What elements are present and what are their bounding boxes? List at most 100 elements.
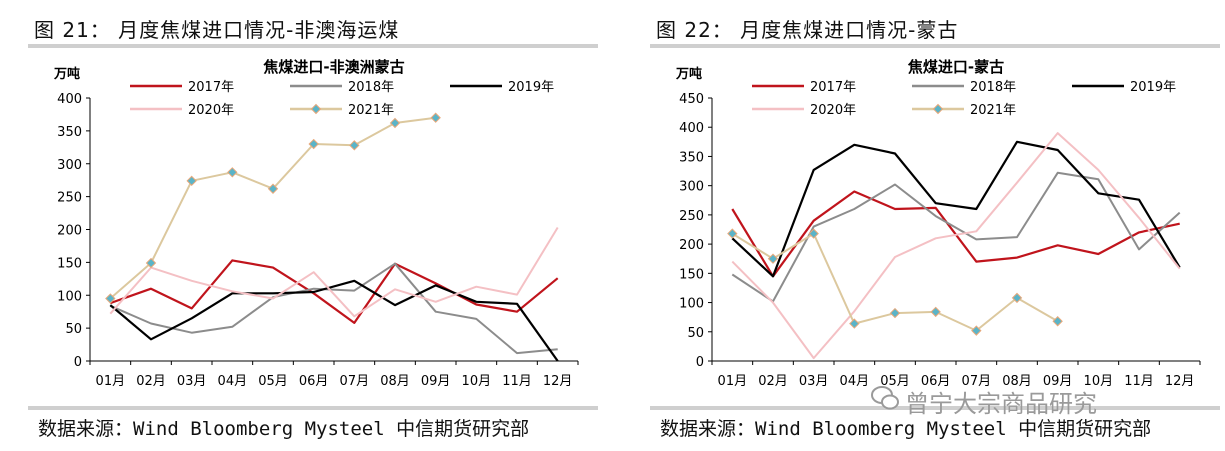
chart-title: 焦煤进口-蒙古 [907,58,1004,76]
legend-label: 2018年 [348,80,394,95]
data-point-2021 [727,228,738,239]
legend-label: 2019年 [508,80,554,95]
series-2019 [109,279,559,362]
legend-label: 2021年 [970,103,1016,118]
series-2017 [109,259,559,324]
x-tick-label: 05月 [258,374,288,389]
x-tick-label: 12月 [543,374,573,389]
data-point-2021 [808,228,819,239]
legend-item-2019: 2019年 [450,80,554,95]
series-2021 [727,228,1063,336]
data-point-2021 [1052,316,1063,327]
legend-item-2021: 2021年 [912,103,1016,118]
x-tick-label: 02月 [136,374,166,389]
x-tick-label: 10月 [462,374,492,389]
y-tick-label: 150 [57,256,82,271]
legend-marker [310,103,322,115]
x-tick-label: 05月 [880,374,910,389]
legend-label: 2021年 [348,103,394,118]
x-tick-label: 12月 [1165,374,1195,389]
figure-title: 图 21： 月度焦煤进口情况-非澳海运煤 [34,18,400,42]
legend-item-2019: 2019年 [1072,80,1176,95]
figure-title: 图 22： 月度焦煤进口情况-蒙古 [656,18,959,42]
data-point-2021 [1011,292,1023,304]
y-tick-label: 250 [57,191,82,206]
data-point-2021 [767,253,779,264]
chart-panel-left: 图 21： 月度焦煤进口情况-非澳海运煤 焦煤进口-非澳洲蒙古 万吨 0 50 100 1… [8,0,598,451]
series-2020 [109,226,559,318]
y-tick-label: 450 [679,92,704,107]
data-source: 数据来源：Wind Bloomberg Mysteel 中信期货研究部 [38,418,530,440]
legend-label: 2018年 [970,80,1016,95]
legend-marker [932,103,944,115]
data-point-2021 [849,318,860,329]
data-point-2021 [430,112,441,123]
data-point-2021 [349,140,360,151]
line-chart-mongolia: 焦煤进口-蒙古 万吨 0 50 100 150 200 250 300 350 400 450 01月 0… [675,58,1201,389]
x-tick-label: 09月 [1043,374,1073,389]
legend-label: 2020年 [188,103,234,118]
y-tick-label: 50 [65,322,82,337]
x-tick-label: 08月 [380,374,410,389]
series-line-2020 [731,132,1181,360]
series-2018 [109,262,558,355]
x-tick-label: 04月 [840,374,870,389]
data-point-2021 [308,138,319,150]
y-tick-label: 200 [57,224,82,239]
y-tick-label: 200 [679,238,704,253]
y-tick-label: 350 [679,150,704,165]
y-tick-label: 250 [679,209,704,224]
legend-label: 2017年 [188,80,234,95]
series-2021 [105,112,441,304]
y-tick-label: 400 [679,121,704,136]
legend-item-2021: 2021年 [290,103,394,118]
y-tick-label: 0 [74,355,82,370]
series-line-2017 [109,259,559,324]
legend-label: 2020年 [810,103,856,118]
data-source: 数据来源：Wind Bloomberg Mysteel 中信期货研究部 [660,418,1152,440]
y-tick-label: 350 [57,125,82,140]
data-point-2021 [267,183,279,194]
series-2020 [731,132,1181,360]
y-axis-unit: 万吨 [675,66,702,82]
x-tick-label: 11月 [502,374,532,389]
x-tick-label: 07月 [962,374,992,389]
top-divider [650,44,1220,48]
data-point-2021 [227,167,238,178]
legend-item-2018: 2018年 [912,80,1016,95]
top-divider [28,44,598,48]
series-2019 [731,140,1181,278]
legend-item-2018: 2018年 [290,80,394,95]
x-tick-label: 01月 [96,374,126,389]
legend-label: 2019年 [1130,80,1176,95]
bottom-divider [650,406,1220,410]
series-2018 [731,171,1181,303]
data-point-2021 [186,175,197,187]
y-tick-label: 100 [679,297,704,312]
x-tick-label: 07月 [340,374,370,389]
y-tick-label: 150 [679,267,704,282]
data-point-2021 [930,306,941,318]
x-tick-label: 02月 [758,374,788,389]
x-tick-label: 10月 [1084,374,1114,389]
y-tick-label: 50 [687,326,704,341]
legend-item-2020: 2020年 [130,103,234,118]
legend-item-2017: 2017年 [130,80,234,95]
x-tick-label: 11月 [1124,374,1154,389]
x-tick-label: 04月 [218,374,248,389]
wechat-icon [871,386,899,410]
data-point-2021 [389,117,401,129]
bottom-divider [28,406,598,410]
series-line-2018 [109,262,558,355]
data-point-2021 [145,257,157,269]
x-tick-label: 08月 [1002,374,1032,389]
series-line-2019 [109,279,559,362]
y-tick-label: 0 [696,355,704,370]
y-tick-label: 300 [57,158,82,173]
data-point-2021 [105,293,116,304]
legend-label: 2017年 [810,80,856,95]
chart-panel-right: 图 22： 月度焦煤进口情况-蒙古 焦煤进口-蒙古 万吨 0 50 100 150 200 2… [630,0,1220,451]
x-tick-label: 09月 [421,374,451,389]
y-tick-label: 400 [57,92,82,107]
x-tick-label: 03月 [799,374,829,389]
